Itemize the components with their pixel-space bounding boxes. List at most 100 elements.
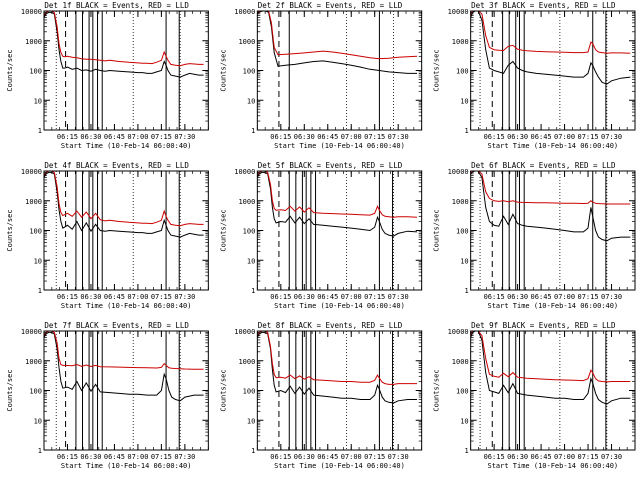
x-tick-label: 07:15 — [364, 293, 385, 301]
x-axis-label: Start Time (10-Feb-14 06:00:40) — [274, 462, 405, 470]
y-tick-label: 1 — [464, 127, 468, 135]
x-tick-label: 07:15 — [151, 133, 172, 141]
x-tick-label: 07:15 — [364, 453, 385, 461]
plot-frame — [470, 170, 636, 291]
x-tick-label: 06:45 — [104, 293, 125, 301]
series-line-events — [44, 11, 204, 78]
y-tick-label: 100 — [243, 388, 256, 396]
plot-content — [257, 331, 417, 450]
x-tick-label: 07:15 — [578, 293, 599, 301]
x-tick-label: 07:15 — [151, 453, 172, 461]
x-tick-label: 06:15 — [270, 133, 291, 141]
x-tick-label: 06:30 — [507, 133, 528, 141]
y-axis-label: Counts/sec — [219, 369, 227, 411]
panel-det-9f: Det 9f BLACK = Events, RED = LLD 1 10 100 10… — [433, 321, 636, 470]
x-tick-label: 06:45 — [317, 293, 338, 301]
plot-frame — [256, 10, 423, 131]
panel-title: Det 9f BLACK = Events, RED = LLD — [471, 321, 616, 330]
y-axis-label: Counts/sec — [219, 209, 227, 251]
panel-det-6f: Det 6f BLACK = Events, RED = LLD 1 10 100 10… — [433, 161, 636, 310]
plot-frame — [470, 330, 636, 451]
y-tick-label: 1000 — [25, 38, 42, 46]
y-tick-label: 10 — [247, 97, 255, 105]
series-line-lld — [44, 171, 204, 227]
x-tick-label: 07:00 — [127, 293, 148, 301]
x-tick-label: 06:45 — [104, 133, 125, 141]
y-tick-label: 10000 — [21, 168, 42, 176]
x-tick-label: 07:15 — [578, 453, 599, 461]
x-tick-label: 07:00 — [127, 133, 148, 141]
plot-content — [470, 171, 631, 290]
panel-det-2f: Det 2f BLACK = Events, RED = LLD 1 10 100 10… — [219, 1, 423, 150]
y-axis-label: Counts/sec — [6, 369, 14, 411]
panel-title: Det 4f BLACK = Events, RED = LLD — [44, 161, 189, 170]
x-axis-label: Start Time (10-Feb-14 06:00:40) — [274, 302, 405, 310]
plot-content — [470, 331, 631, 450]
y-tick-label: 1 — [251, 287, 255, 295]
plot-content — [257, 171, 418, 290]
series-line-events — [470, 11, 631, 85]
x-tick-label: 07:30 — [388, 133, 409, 141]
plot-frame — [43, 330, 209, 451]
y-tick-label: 1000 — [25, 358, 42, 366]
y-tick-label: 1 — [464, 447, 468, 455]
panel-det-5f: Det 5f BLACK = Events, RED = LLD 1 10 100 10… — [219, 161, 423, 310]
plot-frame — [43, 170, 209, 291]
x-tick-label: 06:15 — [57, 133, 78, 141]
x-tick-label: 07:00 — [341, 293, 362, 301]
x-tick-label: 06:15 — [484, 453, 505, 461]
y-tick-label: 10 — [34, 97, 42, 105]
panel-det-3f: Det 3f BLACK = Events, RED = LLD 1 10 100 10… — [433, 1, 636, 150]
y-tick-label: 100 — [456, 388, 469, 396]
y-tick-label: 1000 — [452, 358, 469, 366]
y-tick-label: 1 — [464, 287, 468, 295]
x-tick-label: 06:15 — [270, 453, 291, 461]
x-tick-label: 07:15 — [364, 133, 385, 141]
series-line-events — [44, 171, 204, 238]
y-tick-label: 10 — [34, 417, 42, 425]
x-tick-label: 06:45 — [317, 453, 338, 461]
x-tick-label: 07:00 — [554, 293, 575, 301]
y-tick-label: 1 — [38, 447, 42, 455]
y-tick-label: 100 — [243, 228, 256, 236]
y-tick-label: 100 — [243, 68, 256, 76]
y-tick-label: 1000 — [238, 358, 255, 366]
y-tick-label: 1000 — [452, 198, 469, 206]
panel-title: Det 8f BLACK = Events, RED = LLD — [258, 321, 403, 330]
series-line-events — [470, 171, 631, 242]
x-tick-label: 06:30 — [507, 453, 528, 461]
y-axis-label: Counts/sec — [6, 209, 14, 251]
x-tick-label: 06:30 — [507, 293, 528, 301]
x-tick-label: 07:00 — [341, 453, 362, 461]
y-tick-label: 10000 — [234, 168, 255, 176]
panel-det-7f: Det 7f BLACK = Events, RED = LLD 1 10 100 10… — [6, 321, 209, 470]
y-axis-label: Counts/sec — [433, 49, 441, 91]
plot-content — [44, 11, 204, 130]
x-tick-label: 07:30 — [388, 453, 409, 461]
x-tick-label: 07:00 — [554, 133, 575, 141]
panel-title: Det 7f BLACK = Events, RED = LLD — [44, 321, 189, 330]
x-axis-label: Start Time (10-Feb-14 06:00:40) — [274, 142, 405, 150]
y-axis-label: Counts/sec — [219, 49, 227, 91]
plot-content — [44, 331, 204, 450]
series-line-events — [44, 331, 204, 402]
series-line-lld — [470, 11, 631, 54]
series-line-lld — [44, 11, 204, 67]
x-tick-label: 06:45 — [531, 133, 552, 141]
x-tick-label: 06:45 — [531, 293, 552, 301]
x-tick-label: 06:45 — [317, 133, 338, 141]
plot-frame — [256, 170, 423, 291]
x-axis-label: Start Time (10-Feb-14 06:00:40) — [488, 142, 619, 150]
y-tick-label: 1000 — [238, 38, 255, 46]
series-line-lld — [257, 11, 418, 60]
x-tick-label: 07:30 — [601, 453, 622, 461]
x-tick-label: 07:00 — [554, 453, 575, 461]
x-tick-label: 06:15 — [57, 453, 78, 461]
y-tick-label: 1 — [251, 127, 255, 135]
x-tick-label: 06:30 — [80, 133, 101, 141]
panel-title: Det 6f BLACK = Events, RED = LLD — [471, 161, 616, 170]
y-tick-label: 10000 — [234, 328, 255, 336]
y-tick-label: 100 — [29, 388, 42, 396]
y-tick-label: 10 — [460, 97, 468, 105]
